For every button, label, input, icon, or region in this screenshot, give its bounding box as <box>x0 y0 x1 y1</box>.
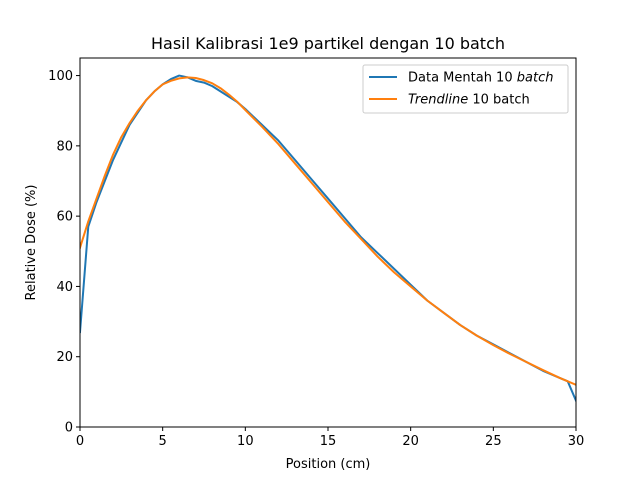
y-tick-label: 40 <box>56 280 73 295</box>
y-tick-label: 20 <box>56 350 73 365</box>
series-line-2 <box>80 76 576 386</box>
x-tick-label: 10 <box>237 434 254 449</box>
x-tick-label: 0 <box>76 434 84 449</box>
legend-label-2: Trendline 10 batch <box>408 93 530 108</box>
y-tick-label: 80 <box>56 139 73 154</box>
x-tick-label: 25 <box>485 434 502 449</box>
x-tick-label: 5 <box>159 434 167 449</box>
legend: Data Mentah 10 batch Trendline 10 batch <box>362 64 569 114</box>
y-tick-label: 60 <box>56 210 73 225</box>
x-axis-label: Position (cm) <box>286 457 371 472</box>
y-axis-ticks: 0 20 40 60 80 100 <box>48 69 80 436</box>
y-tick-label: 100 <box>48 69 73 84</box>
x-tick-label: 30 <box>568 434 585 449</box>
y-axis-label: Relative Dose (%) <box>24 185 39 301</box>
x-tick-label: 20 <box>402 434 419 449</box>
x-axis-ticks: 0 5 10 15 20 25 30 <box>76 427 584 449</box>
y-tick-label: 0 <box>65 421 73 436</box>
legend-box <box>362 64 569 114</box>
plot-lines <box>80 74 576 402</box>
legend-label-1: Data Mentah 10 batch <box>408 71 553 86</box>
legend-entries: Data Mentah 10 batch Trendline 10 batch <box>369 71 553 108</box>
x-tick-label: 15 <box>320 434 337 449</box>
chart-title: Hasil Kalibrasi 1e9 partikel dengan 10 b… <box>151 34 505 53</box>
